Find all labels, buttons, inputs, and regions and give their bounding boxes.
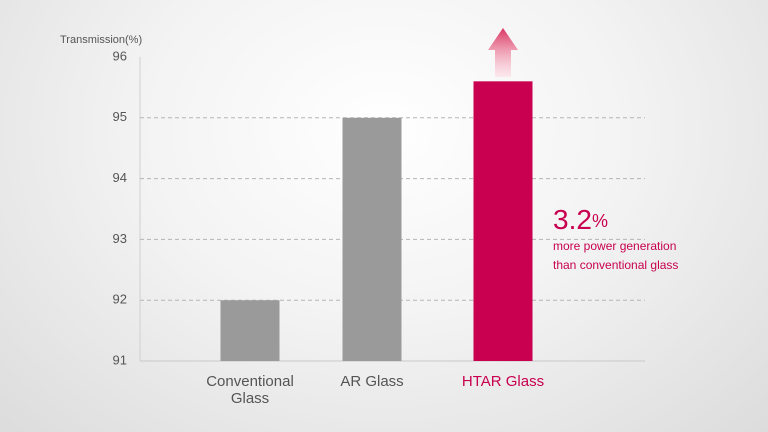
y-tick-label: 92 — [113, 292, 127, 307]
annotation-line: than conventional glass — [553, 258, 678, 272]
x-tick-label: HTAR Glass — [461, 373, 545, 390]
annotation-unit: % — [592, 211, 608, 231]
bar — [473, 81, 533, 361]
y-axis-label: Transmission(%) — [60, 34, 142, 46]
x-tick-label: Conventional Glass — [206, 373, 294, 407]
y-tick-label: 91 — [113, 352, 127, 367]
y-tick-label: 95 — [113, 109, 127, 124]
bar — [342, 117, 402, 361]
y-tick-label: 94 — [113, 170, 127, 185]
y-tick-label: 93 — [113, 231, 127, 246]
bar — [220, 300, 280, 361]
up-arrow — [488, 28, 518, 77]
annotation-value: 3.2% — [553, 204, 608, 235]
annotation-number: 3.2 — [553, 204, 592, 235]
y-tick-label: 96 — [113, 48, 127, 63]
annotation-line: more power generation — [553, 239, 676, 253]
x-tick-label: AR Glass — [340, 373, 404, 390]
